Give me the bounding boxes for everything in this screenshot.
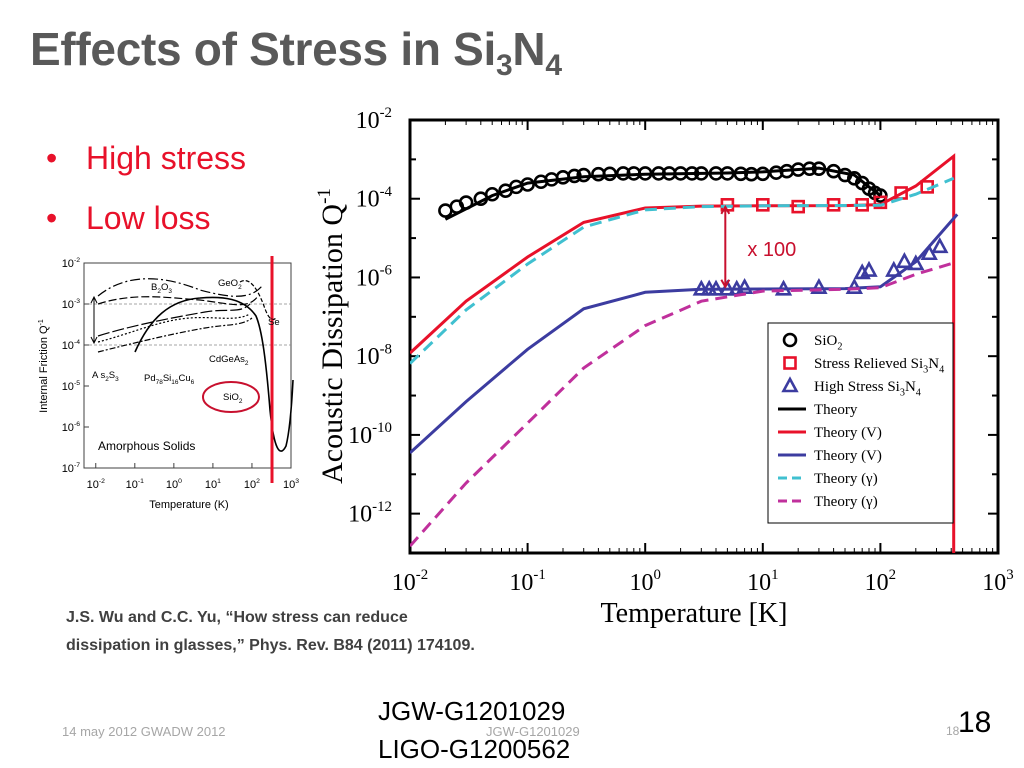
page-number: 18 <box>958 706 992 739</box>
main-x-tick-label: 10-2 <box>392 567 428 596</box>
main-x-tick-label: 10-1 <box>509 567 545 596</box>
bullet-high-stress: High stress <box>46 128 246 188</box>
inset-x-axis-label: Temperature (K) <box>149 499 228 511</box>
legend-label: Theory (V) <box>814 448 882 464</box>
main-data-point <box>931 237 949 254</box>
footer-date: 14 may 2012 GWADW 2012 <box>62 724 226 739</box>
footer-page-number: 18 <box>946 724 960 738</box>
legend-label: High Stress Si3N4 <box>814 379 921 399</box>
legend-label: Theory (V) <box>814 425 882 441</box>
bullet-list: High stress Low loss <box>46 128 246 248</box>
document-ids: JGW-G1201029 LIGO-G1200562 <box>378 692 570 768</box>
inset-plot-area <box>83 256 294 483</box>
legend-label: Theory <box>814 402 858 418</box>
inset-label-sio2: SiO2 <box>223 392 243 405</box>
main-annotation-arrow-head <box>720 204 731 215</box>
main-data-point <box>576 167 592 183</box>
bullet-low-loss: Low loss <box>46 188 246 248</box>
legend-label: Theory (γ) <box>814 471 878 487</box>
citation-line-2: dissipation in glasses,” Phys. Rev. B84 … <box>66 637 475 654</box>
main-x-axis-label: Temperature [K] <box>601 598 788 629</box>
inset-annotation: Amorphous Solids <box>98 439 195 453</box>
main-x-tick-label: 101 <box>747 567 778 596</box>
main-annotation-label: x 100 <box>747 239 796 261</box>
main-data-point <box>810 277 828 294</box>
inset-curve-geo2 <box>97 278 263 297</box>
citation: J.S. Wu and C.C. Yu, “How stress can red… <box>66 604 586 660</box>
inset-sio2-highlight <box>202 381 260 413</box>
inset-x-tick-label: 101 <box>205 478 221 491</box>
inset-label-pd78si16cu6: Pd78Si16Cu6 <box>144 373 195 386</box>
footer-doc-id: JGW-G1201029 <box>486 724 580 739</box>
main-series-3 <box>444 166 882 221</box>
main-y-tick-label: 10-10 <box>348 420 392 449</box>
inset-label-b2o3: B2O3 <box>151 282 172 295</box>
legend-marker-triangle <box>781 376 799 393</box>
inset-y-tick-label: 10-7 <box>62 462 81 475</box>
inset-curve-b2o3 <box>97 295 259 306</box>
main-series-6 <box>410 176 955 365</box>
main-y-axis-label: Acoustic Dissipation Q-1 <box>314 188 349 484</box>
inset-x-tick-label: 10-1 <box>126 478 145 491</box>
main-y-tick-label: 10-6 <box>356 263 392 292</box>
inset-label-se: Se <box>268 317 280 328</box>
main-theory-curve <box>410 213 959 455</box>
inset-y-axis-label: Internal Friction Q-1 <box>38 319 50 413</box>
main-legend-box <box>767 322 954 524</box>
inset-x-tick-label: 102 <box>244 478 260 491</box>
inset-label-as2s3: A s2S3 <box>92 370 119 383</box>
legend-marker-circle <box>782 332 798 348</box>
doc-id-jgw: JGW-G1201029 <box>378 696 566 726</box>
main-theory-curve <box>410 260 958 548</box>
inset-curve-cdgeas2 <box>97 303 251 337</box>
legend-marker-square <box>783 356 797 370</box>
main-x-tick-label: 102 <box>865 567 896 596</box>
main-plot-frame <box>408 118 1000 555</box>
inset-label-cdgeas2: CdGeAs2 <box>209 354 249 367</box>
main-x-tick-label: 103 <box>982 567 1013 596</box>
inset-curve-sio2 <box>134 296 294 452</box>
legend-label: SiO2 <box>814 333 842 353</box>
main-annotation-arrow-head <box>720 279 731 289</box>
inset-y-tick-label: 10-2 <box>62 257 81 270</box>
main-series-7 <box>410 260 958 548</box>
inset-curve-pd <box>97 317 253 353</box>
main-x-tick-label: 100 <box>629 567 660 596</box>
slide-title: Effects of Stress in Si3N4 <box>30 23 562 82</box>
inset-y-tick-label: 10-3 <box>62 298 81 311</box>
legend-label: Stress Relieved Si3N4 <box>814 356 944 376</box>
doc-id-ligo: LIGO-G1200562 <box>378 734 571 764</box>
main-data-point <box>860 260 878 277</box>
main-y-tick-label: 10-8 <box>356 341 392 370</box>
main-data-point <box>735 277 754 294</box>
inset-x-tick-label: 10-2 <box>87 478 106 491</box>
main-y-tick-label: 10-2 <box>356 105 392 134</box>
main-series-1 <box>720 180 934 214</box>
main-data-point <box>755 166 771 182</box>
citation-line-1: J.S. Wu and C.C. Yu, “How stress can red… <box>66 609 408 626</box>
inset-y-tick-label: 10-4 <box>62 339 81 352</box>
main-theory-curve <box>444 166 882 221</box>
main-data-point <box>895 252 914 269</box>
inset-label-geo2: GeO2 <box>218 278 242 291</box>
main-theory-curve <box>410 176 955 365</box>
inset-plot-frame <box>83 262 292 469</box>
inset-x-tick-label: 100 <box>166 478 182 491</box>
inset-y-tick-label: 10-6 <box>62 421 81 434</box>
inset-y-tick-label: 10-5 <box>62 380 81 393</box>
main-y-tick-label: 10-12 <box>348 499 392 528</box>
legend-label: Theory (γ) <box>814 494 878 510</box>
inset-x-tick-label: 103 <box>283 478 299 491</box>
inset-arrow-head-down <box>90 336 98 345</box>
inset-arrow-head-up <box>90 295 98 304</box>
main-series-5 <box>410 213 959 455</box>
main-y-tick-label: 10-4 <box>356 184 393 213</box>
main-data-point <box>602 166 618 182</box>
